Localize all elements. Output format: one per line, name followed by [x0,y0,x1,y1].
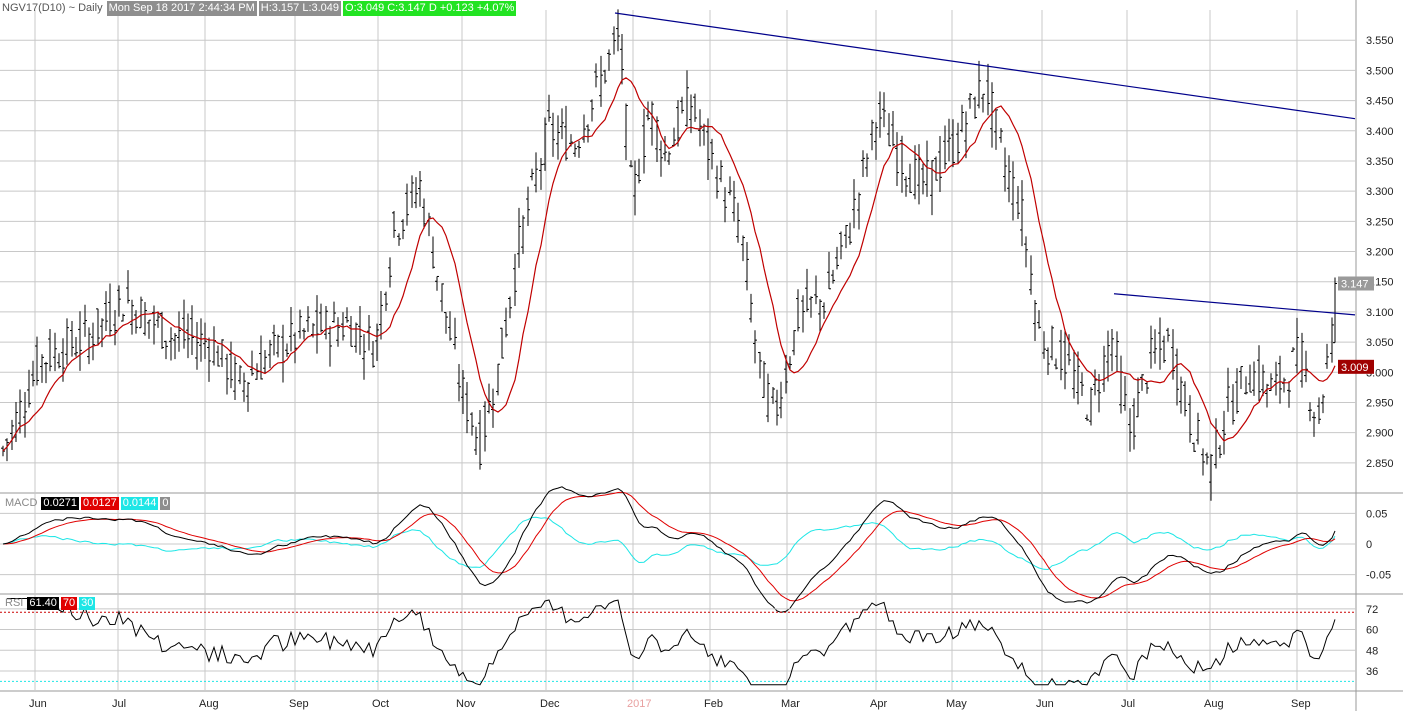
rsi-overbought-value: 70 [60,597,78,610]
x-tick-label: Aug [1204,698,1224,710]
price-tick-label: 3.200 [1366,247,1394,259]
x-tick-label: May [946,698,967,710]
last-price-badge [1338,276,1374,291]
rsi-value: 61.40 [27,597,59,610]
price-tick-label: 3.050 [1366,337,1394,349]
rsi-tick-label: 72 [1366,604,1378,616]
x-tick-label: Jun [29,698,47,710]
x-tick-label: Sep [289,698,309,710]
x-tick-label: Oct [372,698,389,710]
x-tick-label: Apr [870,698,887,710]
macd-title: MACD 0.0271 0.0127 0.0144 0 [5,497,171,510]
open-close-label: O:3.049 C:3.147 D +0.123 +4.07% [343,1,517,16]
price-tick-label: 3.400 [1366,126,1394,138]
price-tick-label: 3.550 [1366,35,1394,47]
rsi-name: RSI [5,597,24,609]
ma-price-badge [1338,359,1374,374]
macd-hist-value: 0.0144 [120,497,159,510]
price-tick-label: 3.250 [1366,216,1394,228]
x-tick-label: Mar [781,698,800,710]
price-tick-label: 3.350 [1366,156,1394,168]
x-tick-label: Nov [456,698,476,710]
ma-price-value: 3.009 [1341,362,1369,374]
symbol-label: NGV17(D10) ~ Daily [2,2,103,14]
macd-tick-label: 0 [1366,539,1372,551]
datetime-label: Mon Sep 18 2017 2:44:34 PM [106,1,257,16]
x-tick-label: Feb [704,698,723,710]
rsi-line [7,596,1336,686]
x-tick-label: Sep [1291,698,1311,710]
price-tick-label: 3.500 [1366,65,1394,77]
rsi-tick-label: 36 [1366,666,1378,678]
high-low-label: H:3.157 L:3.049 [258,1,342,16]
price-bars [1,9,1337,501]
price-tick-label: 3.100 [1366,307,1394,319]
x-tick-label: 2017 [627,698,651,710]
macd-line [2,486,1336,613]
price-tick-label: 2.850 [1366,458,1394,470]
moving-average-line [2,77,1336,452]
chart-header: NGV17(D10) ~ Daily Mon Sep 18 2017 2:44:… [0,1,517,16]
price-tick-label: 2.950 [1366,397,1394,409]
macd-zero-value: 0 [160,497,171,510]
neckline-trendline [1113,293,1356,316]
x-tick-label: Jul [1121,698,1135,710]
price-tick-label: 2.900 [1366,428,1394,440]
macd-tick-label: 0.05 [1366,508,1387,520]
price-tick-label: 3.300 [1366,186,1394,198]
macd-signal-value: 0.0127 [81,497,119,510]
rsi-oversold-value: 30 [79,597,96,610]
rsi-tick-label: 60 [1366,625,1378,637]
resistance-trendline [614,12,1356,120]
macd-name: MACD [5,497,38,509]
macd-histogram-line [2,516,1336,571]
x-tick-label: Dec [540,698,560,710]
x-tick-label: Jun [1036,698,1054,710]
price-tick-label: 3.450 [1366,96,1394,108]
x-tick-label: Aug [199,698,219,710]
x-tick-label: Jul [112,698,126,710]
macd-value: 0.0271 [41,497,80,510]
rsi-tick-label: 48 [1366,645,1378,657]
last-price-value: 3.147 [1341,278,1369,290]
axis-gutter [1356,0,1403,711]
macd-tick-label: -0.05 [1366,570,1391,582]
rsi-title: RSI 61.40 70 30 [5,597,96,610]
macd-signal-line [2,491,1336,602]
